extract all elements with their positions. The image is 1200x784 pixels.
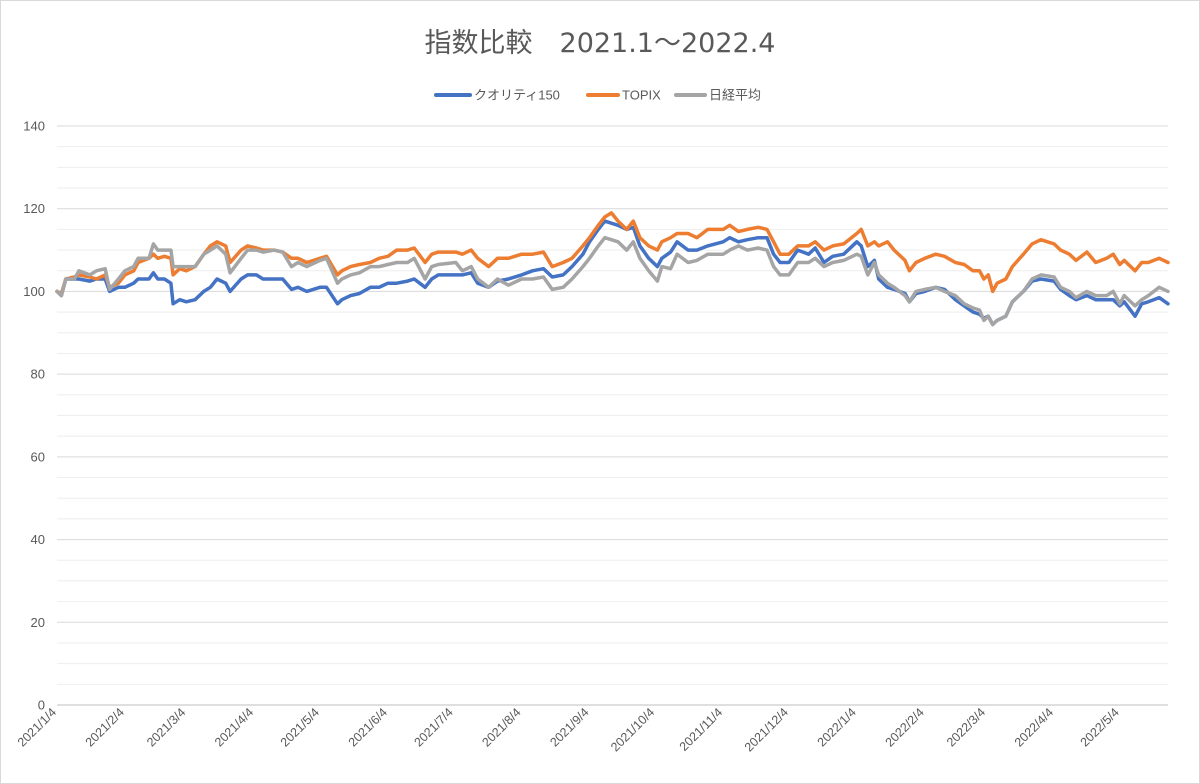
legend-item-quality150: クオリティ150 (434, 88, 560, 103)
chart-title: 指数比較 2021.1～2022.4 (425, 28, 776, 59)
series-lines (55, 211, 1170, 327)
legend-label: TOPIX (622, 88, 661, 103)
legend-item-topix: TOPIX (586, 88, 661, 103)
y-axis-labels: 0 20 40 60 80 100 120 140 (23, 119, 45, 713)
legend-label: 日経平均 (709, 88, 761, 103)
y-tick-label: 120 (23, 201, 45, 216)
y-tick-label: 100 (23, 284, 45, 299)
y-tick-label: 80 (31, 367, 45, 382)
y-tick-label: 140 (23, 119, 45, 134)
series-line-topix (55, 211, 1170, 296)
legend-label: クオリティ150 (474, 88, 560, 103)
legend: クオリティ150 TOPIX 日経平均 (434, 88, 761, 103)
legend-item-nikkei: 日経平均 (674, 88, 761, 103)
series-line-nikkei (55, 235, 1170, 327)
y-tick-label: 60 (31, 449, 45, 464)
y-tick-label: 20 (31, 615, 45, 630)
y-tick-label: 0 (38, 698, 45, 713)
gridlines (57, 125, 1168, 685)
y-tick-label: 40 (31, 532, 45, 547)
